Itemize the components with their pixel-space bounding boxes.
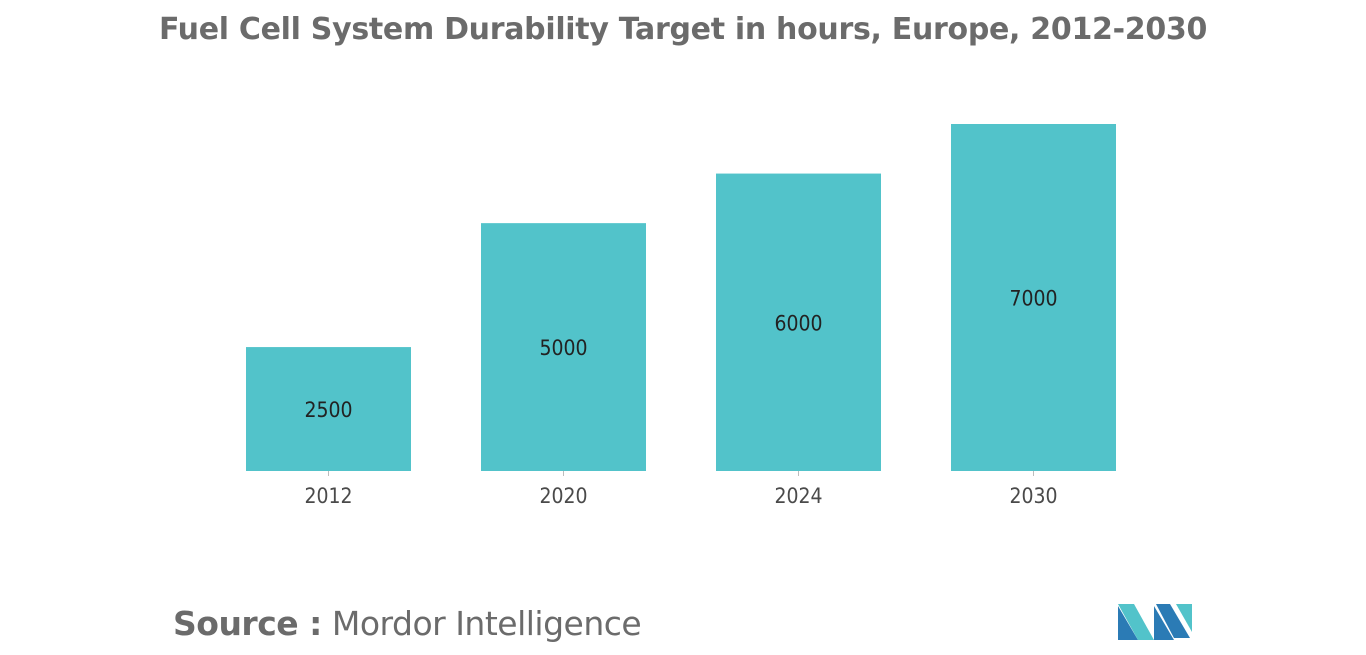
data-label-2020: 5000 [539, 336, 587, 360]
data-labels-layer: 2500 5000 6000 7000 [304, 287, 1057, 423]
bar-2020 [481, 223, 646, 471]
source-note: Source : Mordor Intelligence [173, 604, 642, 643]
source-name: Mordor Intelligence [331, 604, 642, 643]
data-label-2030: 7000 [1009, 287, 1057, 311]
x-tick-label-2020: 2020 [539, 484, 587, 508]
mordor-intelligence-logo-icon [1118, 604, 1192, 640]
bars-layer [246, 124, 1116, 472]
x-tick-label-2024: 2024 [774, 484, 822, 508]
bar-2030 [951, 124, 1116, 471]
chart-title: Fuel Cell System Durability Target in ho… [158, 12, 1208, 47]
x-tick-label-2030: 2030 [1009, 484, 1057, 508]
x-axis-ticks-layer: 2012 2020 2024 2030 [304, 471, 1058, 508]
data-label-2024: 6000 [774, 311, 822, 335]
data-label-2012: 2500 [304, 398, 352, 422]
bar-2024 [716, 173, 881, 472]
source-prefix: Source : [173, 604, 322, 643]
bar-2012 [246, 347, 411, 471]
x-tick-label-2012: 2012 [304, 484, 352, 508]
